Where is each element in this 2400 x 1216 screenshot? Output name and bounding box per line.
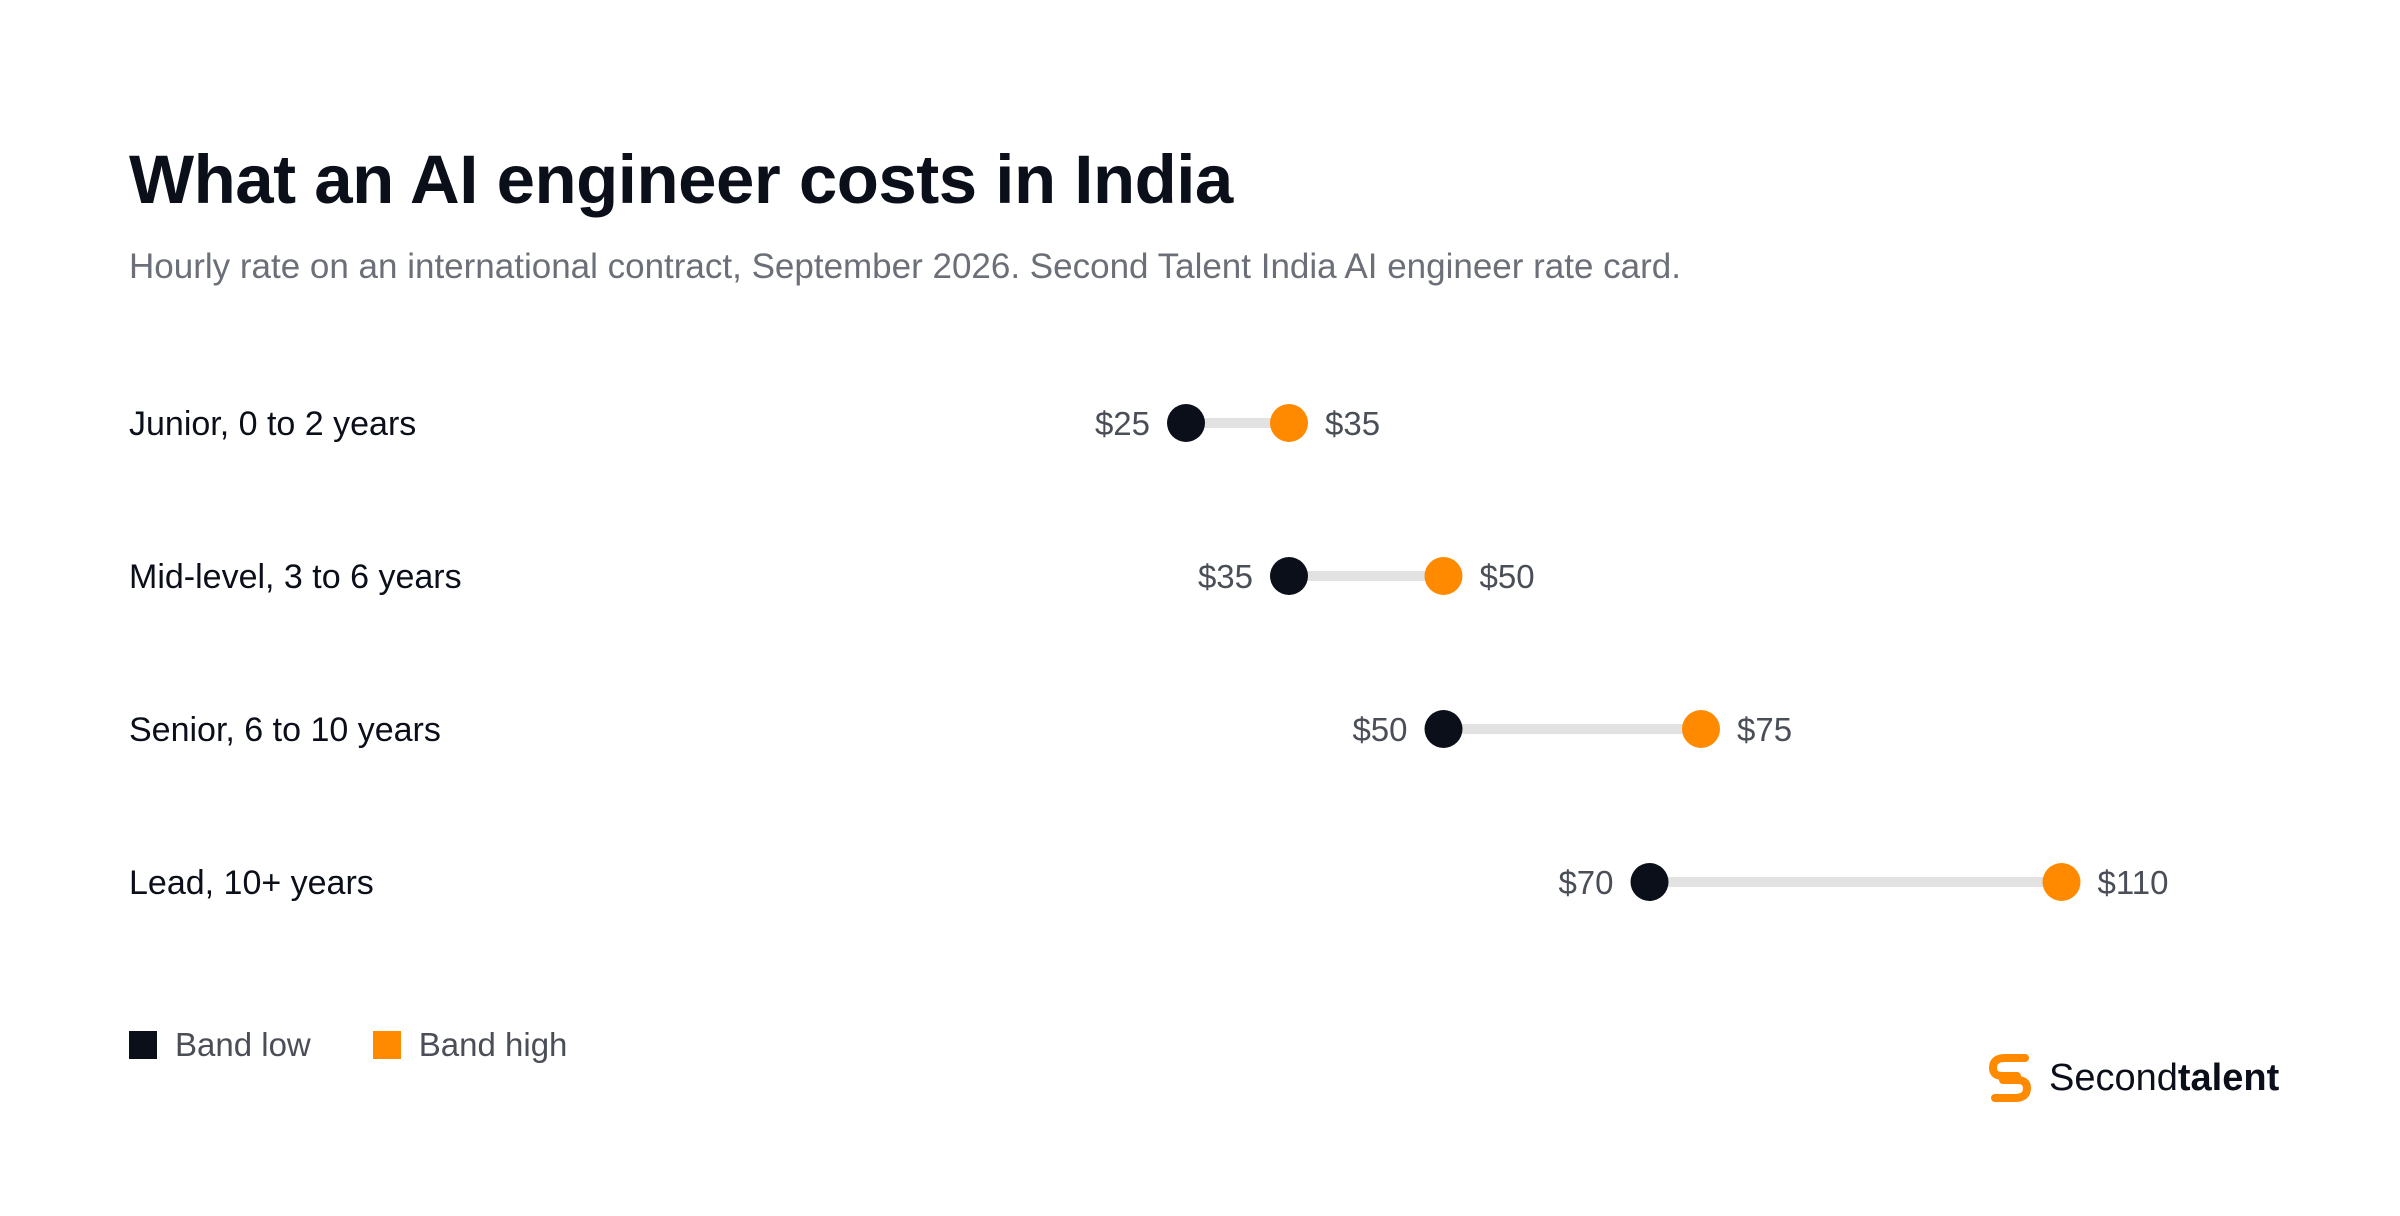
chart-subtitle: Hourly rate on an international contract… — [129, 247, 1681, 286]
chart-row: Mid-level, 3 to 6 years $35 $50 — [129, 557, 1535, 596]
brand-name-bold: talent — [2177, 1056, 2280, 1099]
chart-row: Junior, 0 to 2 years $25 $35 — [129, 404, 1380, 443]
band-high-value-label: $50 — [1480, 558, 1535, 595]
legend-item-band-high: Band high — [372, 1026, 568, 1064]
category-label: Lead, 10+ years — [129, 864, 374, 902]
band-low-value-label: $35 — [1198, 558, 1253, 595]
legend-label-low: Band low — [175, 1026, 311, 1063]
chart-title: What an AI engineer costs in India — [129, 141, 1233, 218]
band-high-point — [1682, 710, 1720, 748]
band-high-point — [2042, 863, 2081, 901]
legend-swatch-low — [129, 1031, 157, 1059]
second-talent-logo-icon — [1989, 1054, 2031, 1102]
band-low-point — [1270, 557, 1308, 595]
chart-row: Lead, 10+ years $70 $110 — [129, 863, 2168, 902]
band-high-point — [1270, 404, 1308, 442]
category-label: Senior, 6 to 10 years — [129, 711, 441, 749]
legend-label-high: Band high — [418, 1026, 568, 1063]
band-low-point — [1424, 710, 1463, 748]
band-low-point — [1630, 863, 1669, 901]
band-high-value-label: $110 — [2098, 864, 2169, 901]
legend-swatch-high — [372, 1031, 401, 1059]
brand-logo: Secondtalent — [1985, 1052, 2279, 1104]
brand-name-light: Second — [2049, 1056, 2178, 1099]
category-label: Mid-level, 3 to 6 years — [129, 558, 462, 596]
category-label: Junior, 0 to 2 years — [129, 405, 416, 443]
band-high-point — [1424, 557, 1463, 595]
band-low-value-label: $25 — [1095, 405, 1150, 442]
brand-name: Secondtalent — [2049, 1057, 2279, 1100]
band-high-value-label: $35 — [1325, 405, 1380, 442]
band-high-value-label: $75 — [1737, 711, 1792, 748]
band-low-value-label: $50 — [1352, 711, 1407, 748]
band-low-value-label: $70 — [1558, 864, 1613, 901]
legend: Band low Band high — [129, 1026, 629, 1064]
band-low-point — [1167, 404, 1205, 442]
chart-row: Senior, 6 to 10 years $50 $75 — [129, 710, 1792, 749]
legend-item-band-low: Band low — [129, 1026, 311, 1064]
